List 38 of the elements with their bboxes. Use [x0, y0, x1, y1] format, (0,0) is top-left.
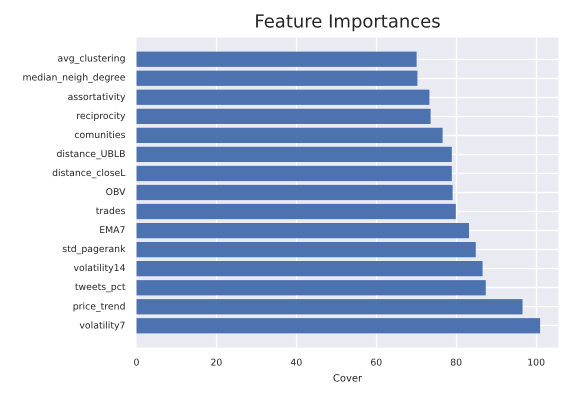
- bar: [136, 70, 418, 86]
- bar: [136, 108, 431, 124]
- y-tick-label: trades: [96, 206, 126, 218]
- bar: [136, 222, 469, 238]
- x-tick-label: 80: [450, 358, 462, 368]
- y-tick-label: distance_UBLB: [56, 148, 126, 160]
- y-tick-label: reciprocity: [76, 110, 126, 122]
- x-tick-label: 40: [290, 358, 302, 368]
- y-tick-label: tweets_pct: [74, 282, 126, 294]
- y-tick-label: distance_closeL: [52, 168, 126, 179]
- bar: [136, 146, 452, 162]
- bar: [136, 318, 540, 334]
- bar: [136, 204, 456, 220]
- bar: [136, 280, 486, 296]
- y-tick-label: price_trend: [72, 301, 126, 312]
- y-tick-label: assortativity: [68, 92, 126, 103]
- x-tick-label: 0: [134, 358, 140, 368]
- bar: [136, 52, 417, 67]
- bar: [136, 261, 483, 276]
- y-tick-label: comunities: [74, 130, 126, 141]
- y-tick-label: median_neigh_degree: [22, 72, 126, 84]
- bar: [136, 90, 430, 105]
- y-tick-label: EMA7: [99, 225, 126, 236]
- x-tick-label: 60: [370, 358, 382, 368]
- bar: [136, 184, 453, 200]
- x-axis-title: Cover: [332, 374, 364, 384]
- bar: [136, 299, 523, 314]
- bar: [136, 128, 443, 143]
- x-tick-label: 100: [527, 358, 546, 368]
- y-tick-label: OBV: [106, 187, 126, 198]
- y-tick-label: std_pagerank: [62, 244, 126, 256]
- y-tick-label: volatility14: [73, 263, 126, 274]
- y-tick-label: avg_clustering: [58, 54, 126, 65]
- bar: [136, 242, 476, 258]
- x-tick-label: 20: [210, 358, 222, 368]
- chart-title: Feature Importances: [254, 12, 441, 32]
- bar: [136, 166, 452, 182]
- y-tick-label: volatility7: [79, 320, 126, 332]
